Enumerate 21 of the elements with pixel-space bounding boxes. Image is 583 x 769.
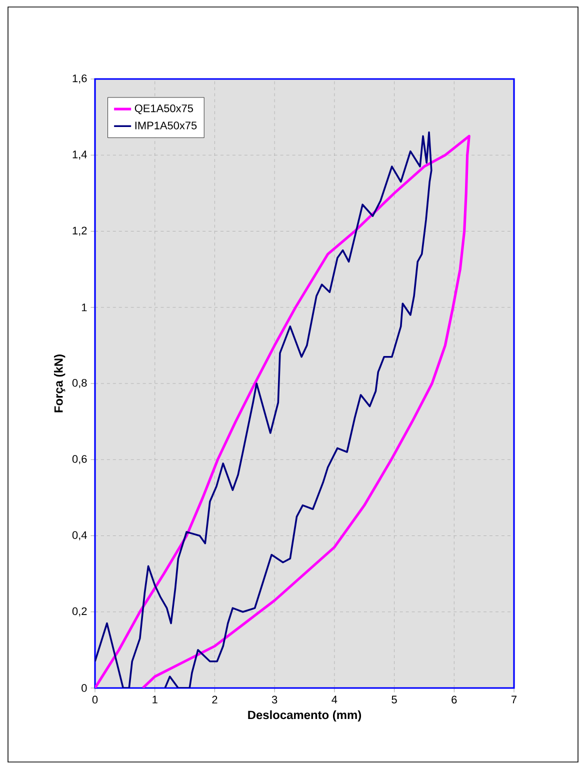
x-tick-label: 5: [392, 696, 397, 704]
y-tick-label: 1: [82, 304, 87, 312]
x-tick-label: 1: [152, 696, 158, 704]
y-tick-label: 0,6: [72, 455, 87, 464]
x-axis-title: Deslocamento (mm): [248, 710, 362, 722]
x-tick-label: 2: [212, 696, 218, 704]
y-tick-label: 1,4: [72, 150, 87, 160]
legend-label: QE1A50x75: [134, 104, 193, 114]
y-tick-label: 0: [82, 684, 87, 692]
y-tick-label: 0,4: [72, 531, 87, 540]
x-tick-label: 0: [92, 696, 98, 704]
x-tick-label: 6: [452, 696, 457, 704]
x-tick-label: 3: [272, 696, 278, 704]
y-tick-label: 1,6: [72, 74, 87, 84]
y-axis-title: Força (kN): [54, 354, 66, 412]
y-tick-label: 0,8: [72, 378, 87, 388]
x-tick-label: 7: [512, 696, 517, 704]
legend-label: IMP1A50x75: [135, 122, 197, 130]
x-tick-label: 4: [332, 696, 338, 704]
y-tick-label: 0,2: [72, 607, 87, 616]
y-tick-label: 1,2: [72, 226, 87, 236]
